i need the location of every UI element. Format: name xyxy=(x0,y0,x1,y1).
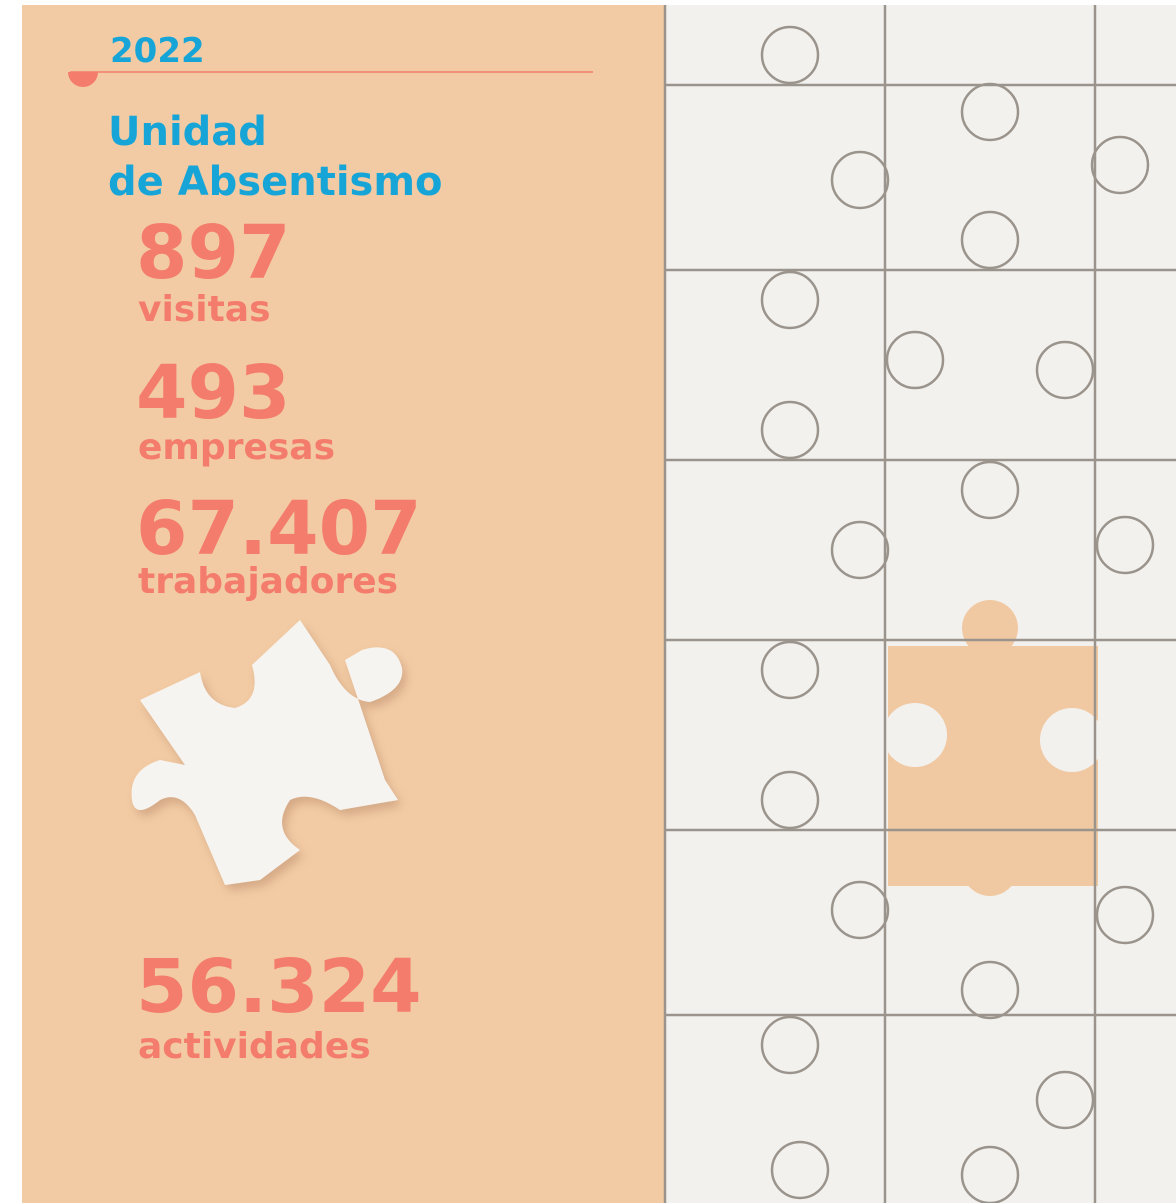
stat-label: trabajadores xyxy=(138,561,398,602)
stat-label: actividades xyxy=(138,1026,371,1067)
stat-value: 897 xyxy=(136,210,290,296)
stat-label: visitas xyxy=(138,289,271,330)
puzzle-piece xyxy=(131,620,403,885)
title-line: de Absentismo xyxy=(108,159,443,205)
rule-dot xyxy=(68,72,98,87)
puzzle-photo xyxy=(663,5,1176,1203)
background-panel xyxy=(22,5,672,1203)
stat-value: 67.407 xyxy=(136,486,422,572)
stat-value: 493 xyxy=(136,350,290,436)
stat-label: empresas xyxy=(138,427,335,468)
year: 2022 xyxy=(110,31,205,71)
title-line: Unidad xyxy=(108,109,267,155)
stat-value: 56.324 xyxy=(136,944,422,1030)
